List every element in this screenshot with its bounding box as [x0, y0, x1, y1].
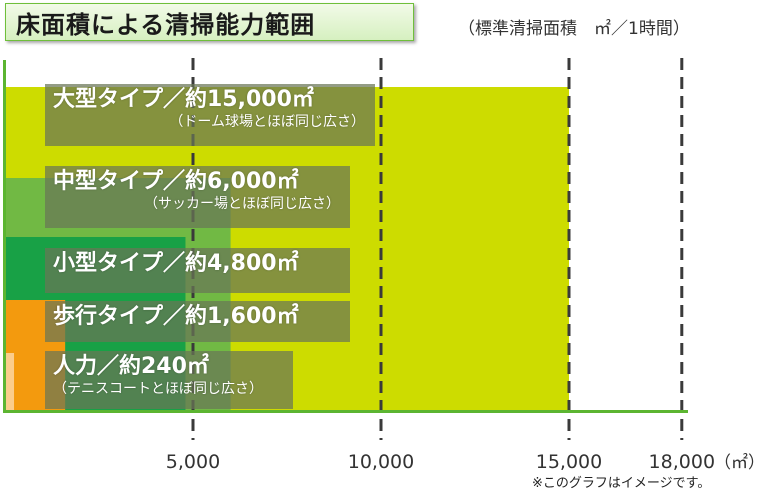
x-tick-label-2: 10,000: [348, 451, 414, 473]
bar-label-4: 歩行タイプ／約1,600㎡: [45, 301, 350, 342]
x-tick-label-1: 5,000: [166, 451, 220, 473]
chart-title-box: 床面積による清掃能力範囲: [5, 3, 414, 41]
y-axis-line: [3, 60, 6, 413]
bar-label-3: 小型タイプ／約4,800㎡: [45, 248, 350, 293]
bar-label-2: 中型タイプ／約6,000㎡ （サッカー場とほぼ同じ広さ）: [45, 166, 350, 228]
x-axis-line: [5, 410, 688, 413]
chart-title: 床面積による清掃能力範囲: [16, 10, 316, 39]
bar-label-1: 大型タイプ／約15,000㎡ （ドーム球場とほぼ同じ広さ）: [45, 84, 375, 146]
bar-5: [5, 353, 15, 412]
footnote: ※このグラフはイメージです。: [532, 476, 711, 491]
x-tick-label-4: 18,000: [649, 451, 715, 473]
bar-label-main: 人力／約240㎡: [53, 354, 209, 379]
bar-label-5: 人力／約240㎡ （テニスコートとほぼ同じ広さ）: [45, 351, 293, 409]
bar-label-main: 中型タイプ／約6,000㎡: [53, 169, 299, 194]
bar-label-sub: （サッカー場とほぼ同じ広さ）: [144, 196, 340, 212]
bar-label-sub: （ドーム球場とほぼ同じ広さ）: [169, 114, 365, 130]
unit-note: （標準清掃面積 ㎡／1時間）: [458, 19, 690, 39]
bar-label-main: 歩行タイプ／約1,600㎡: [53, 304, 299, 329]
bar-label-sub: （テニスコートとほぼ同じ広さ）: [53, 381, 263, 397]
bar-label-main: 大型タイプ／約15,000㎡: [53, 87, 314, 112]
x-axis-unit: （㎡）: [714, 453, 765, 473]
x-tick-label-3: 15,000: [536, 451, 602, 473]
bar-label-main: 小型タイプ／約4,800㎡: [53, 251, 299, 276]
